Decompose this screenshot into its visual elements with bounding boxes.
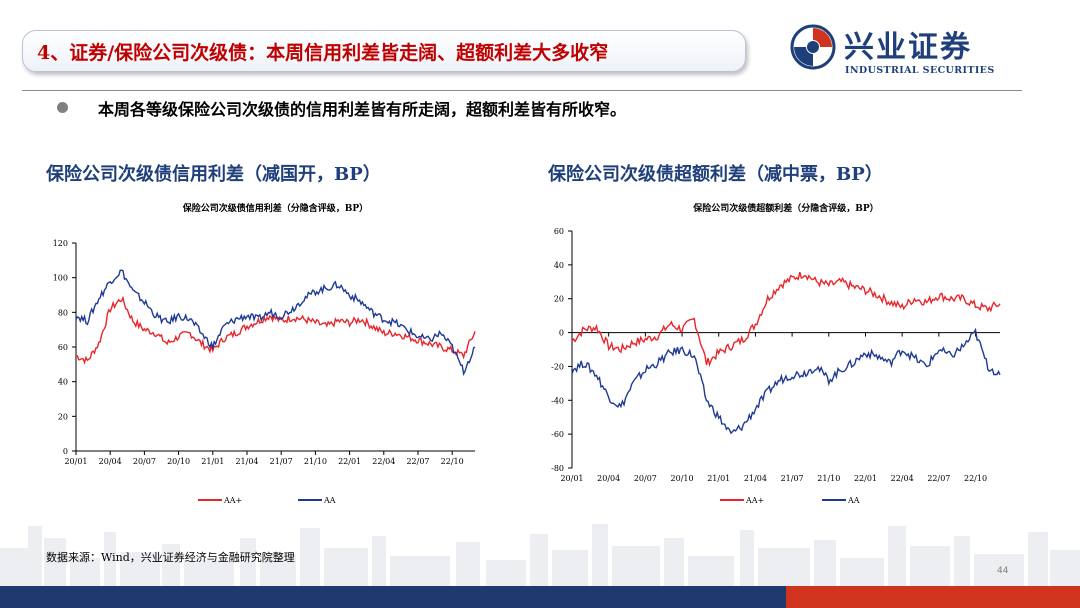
y-tick-label: 20 [58,412,68,421]
data-source-note: 数据来源：Wind，兴业证券经济与金融研究院整理 [46,551,295,564]
x-tick-label: 21/01 [707,474,730,483]
x-tick-label: 21/07 [270,457,293,466]
x-tick-label: 21/04 [744,474,767,483]
brand-swirl-icon [790,24,836,70]
legend-label: AA+ [223,496,242,505]
x-tick-label: 20/07 [133,457,156,466]
x-tick-label: 21/01 [201,457,224,466]
series-line-aa-plus [75,295,476,365]
series-line-aa-plus [571,271,1001,368]
brand-logo: 兴业证券 INDUSTRIAL SECURITIES [790,22,1010,80]
right-chart-heading: 保险公司次级债超额利差（减中票，BP） [548,164,883,185]
slide-title: 4、证券/保险公司次级债：本周信用利差皆走阔、超额利差大多收窄 [37,42,609,64]
x-tick-label: 21/07 [781,474,804,483]
x-tick-label: 22/01 [338,457,361,466]
y-tick-label: 120 [53,239,68,248]
summary-bullet: 本周各等级保险公司次级债的信用利差皆有所走阔，超额利差皆有所收窄。 [98,100,627,119]
y-tick-label: -20 [551,362,564,371]
y-tick-label: 0 [559,329,564,338]
header-divider [22,90,1022,91]
x-tick-label: 22/04 [891,474,914,483]
y-tick-label: -60 [551,430,564,439]
x-tick-label: 22/04 [372,457,395,466]
city-skyline-decoration [0,524,1080,586]
x-tick-label: 21/10 [817,474,840,483]
chart-title: 保险公司次级债超额利差（分隐含评级，BP） [692,202,878,214]
x-tick-label: 22/10 [964,474,987,483]
brand-name-cn: 兴业证券 [844,30,972,65]
x-tick-label: 20/10 [167,457,190,466]
y-tick-label: 80 [58,308,68,317]
footer-bar-red [786,586,1080,608]
bullet-icon [57,102,68,113]
x-tick-label: 22/07 [406,457,429,466]
y-tick-label: 40 [554,261,564,270]
x-tick-label: 22/07 [927,474,950,483]
x-tick-label: 20/07 [634,474,657,483]
y-tick-label: -80 [551,464,564,473]
brand-name-en: INDUSTRIAL SECURITIES [845,65,995,76]
y-tick-label: 0 [63,447,68,456]
y-tick-label: 100 [53,274,68,283]
legend-label: AA [847,496,860,505]
y-tick-label: 40 [58,378,68,387]
y-tick-label: -40 [551,396,564,405]
y-tick-label: 20 [554,295,564,304]
legend-label: AA+ [745,496,764,505]
slide-title-banner: 4、证券/保险公司次级债：本周信用利差皆走阔、超额利差大多收窄 [22,30,746,72]
footer-bar-blue [0,586,786,608]
x-tick-label: 22/10 [441,457,464,466]
x-tick-label: 20/10 [671,474,694,483]
x-tick-label: 20/04 [99,457,122,466]
chart-title: 保险公司次级债信用利差（分隐含评级，BP） [182,202,368,214]
x-tick-label: 21/10 [304,457,327,466]
left-chart-heading: 保险公司次级债信用利差（减国开，BP） [46,164,381,185]
y-tick-label: 60 [554,227,564,236]
series-line-aa [75,269,476,376]
x-tick-label: 20/04 [597,474,620,483]
x-tick-label: 21/04 [235,457,258,466]
page-number: 44 [997,566,1009,576]
x-tick-label: 22/01 [854,474,877,483]
legend-label: AA [323,496,336,505]
series-line-aa [571,327,1001,435]
x-tick-label: 20/01 [560,474,583,483]
y-tick-label: 60 [58,343,68,352]
x-tick-label: 20/01 [64,457,87,466]
